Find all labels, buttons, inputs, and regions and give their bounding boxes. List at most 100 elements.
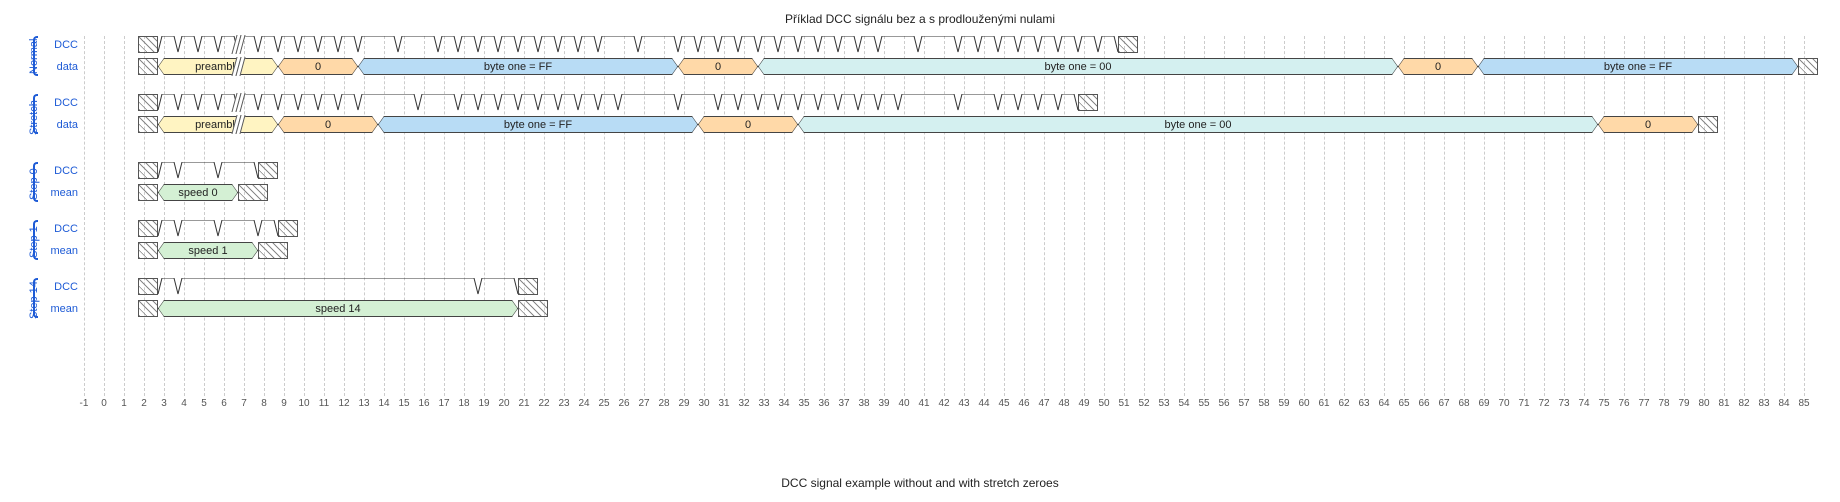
grid-line — [1444, 36, 1445, 396]
time-label: 36 — [814, 398, 834, 409]
grid-line — [424, 36, 425, 396]
data-chunk: preamble — [158, 116, 278, 133]
data-row: speed 0 — [84, 184, 1824, 202]
time-label: 0 — [94, 398, 114, 409]
grid-line — [644, 36, 645, 396]
time-label: 27 — [634, 398, 654, 409]
grid-line — [124, 36, 125, 396]
data-row: speed 1 — [84, 242, 1824, 260]
grid-line — [144, 36, 145, 396]
data-chunk-label: 0 — [315, 61, 321, 73]
grid-line — [1024, 36, 1025, 396]
time-label: 1 — [114, 398, 134, 409]
data-gap — [518, 300, 548, 317]
time-label: 48 — [1054, 398, 1074, 409]
time-label: 28 — [654, 398, 674, 409]
time-label: 62 — [1334, 398, 1354, 409]
grid-line — [1184, 36, 1185, 396]
time-label: 49 — [1074, 398, 1094, 409]
grid-line — [104, 36, 105, 396]
time-label: 72 — [1534, 398, 1554, 409]
time-label: 5 — [194, 398, 214, 409]
grid-line — [244, 36, 245, 396]
time-label: 69 — [1474, 398, 1494, 409]
row-label: mean — [42, 303, 78, 315]
data-chunk: byte one = 00 — [798, 116, 1598, 133]
data-chunk: speed 0 — [158, 184, 238, 201]
grid-line — [1324, 36, 1325, 396]
time-label: 46 — [1014, 398, 1034, 409]
data-chunk: 0 — [278, 58, 358, 75]
time-label: 12 — [334, 398, 354, 409]
grid-line — [1244, 36, 1245, 396]
group-label: Normal — [28, 39, 40, 74]
time-label: 84 — [1774, 398, 1794, 409]
grid-line — [864, 36, 865, 396]
grid-line — [444, 36, 445, 396]
row-label: DCC — [42, 223, 78, 235]
grid-line — [1144, 36, 1145, 396]
grid-line — [224, 36, 225, 396]
grid-line — [1424, 36, 1425, 396]
time-label: 37 — [834, 398, 854, 409]
grid-line — [1784, 36, 1785, 396]
time-label: 58 — [1254, 398, 1274, 409]
data-chunk: preamble — [158, 58, 278, 75]
time-label: 64 — [1374, 398, 1394, 409]
group-label: Step 14 — [28, 281, 40, 319]
time-label: 39 — [874, 398, 894, 409]
grid-line — [604, 36, 605, 396]
time-label: 43 — [954, 398, 974, 409]
grid-line — [1284, 36, 1285, 396]
data-chunk-label: 0 — [1645, 119, 1651, 131]
grid-line — [1744, 36, 1745, 396]
time-label: 75 — [1594, 398, 1614, 409]
grid-line — [1264, 36, 1265, 396]
data-chunk-label: preamble — [195, 61, 241, 73]
grid-line — [324, 36, 325, 396]
grid-line — [1104, 36, 1105, 396]
grid-line — [1704, 36, 1705, 396]
time-label: 47 — [1034, 398, 1054, 409]
grid-line — [684, 36, 685, 396]
grid-line — [844, 36, 845, 396]
grid-line — [1464, 36, 1465, 396]
time-label: 23 — [554, 398, 574, 409]
grid-line — [924, 36, 925, 396]
row-label: mean — [42, 187, 78, 199]
signal-row — [84, 162, 1824, 180]
time-label: 68 — [1454, 398, 1474, 409]
time-label: -1 — [74, 398, 94, 409]
signal-row — [84, 220, 1824, 238]
time-label: 10 — [294, 398, 314, 409]
time-label: 24 — [574, 398, 594, 409]
time-label: 6 — [214, 398, 234, 409]
grid-line — [744, 36, 745, 396]
time-label: 40 — [894, 398, 914, 409]
title-bottom: DCC signal example without and with stre… — [0, 476, 1840, 490]
grid-line — [564, 36, 565, 396]
grid-line — [1684, 36, 1685, 396]
data-chunk-label: speed 0 — [178, 187, 217, 199]
time-label: 29 — [674, 398, 694, 409]
time-label: 60 — [1294, 398, 1314, 409]
grid-line — [404, 36, 405, 396]
grid-line — [504, 36, 505, 396]
data-gap — [138, 184, 158, 201]
grid-line — [1544, 36, 1545, 396]
grid-line — [1044, 36, 1045, 396]
time-label: 20 — [494, 398, 514, 409]
time-label: 32 — [734, 398, 754, 409]
time-label: 2 — [134, 398, 154, 409]
time-label: 45 — [994, 398, 1014, 409]
row-label: DCC — [42, 165, 78, 177]
grid-line — [1084, 36, 1085, 396]
data-chunk: 0 — [1398, 58, 1478, 75]
time-label: 85 — [1794, 398, 1814, 409]
time-label: 7 — [234, 398, 254, 409]
grid-line — [1164, 36, 1165, 396]
grid-line — [524, 36, 525, 396]
grid-line — [904, 36, 905, 396]
time-label: 13 — [354, 398, 374, 409]
grid-line — [1604, 36, 1605, 396]
